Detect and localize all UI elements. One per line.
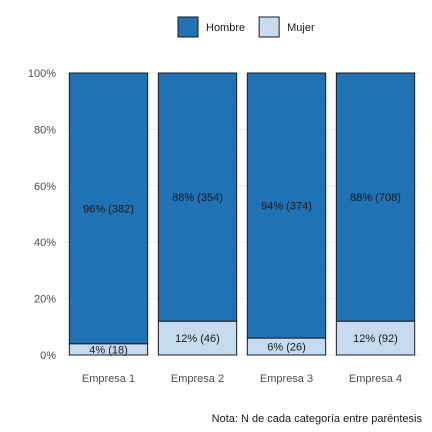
- x-tick-label: Empresa 1: [82, 373, 135, 385]
- bar-segment-hombre: [246, 72, 327, 339]
- y-tick-label: 0%: [40, 350, 56, 362]
- legend-label: Mujer: [287, 22, 315, 34]
- legend: Hombre Mujer: [177, 16, 315, 38]
- legend-key-hombre: [177, 16, 199, 38]
- legend-label: Hombre: [206, 22, 245, 34]
- bar-data-label: 88% (354): [172, 192, 223, 204]
- y-tick-label: 40%: [34, 237, 56, 249]
- bar-data-label: 96% (382): [83, 203, 134, 215]
- x-axis: Empresa 1 Empresa 2 Empresa 3 Empresa 4: [82, 373, 402, 385]
- bars: 4% (18) 96% (382) 12% (46) 88% (354) 6% (26)…: [68, 72, 416, 356]
- bar-segment-hombre: [335, 72, 416, 322]
- bar-data-label: 88% (708): [350, 192, 401, 204]
- y-tick-label: 60%: [34, 181, 56, 193]
- x-tick-label: Empresa 3: [260, 373, 313, 385]
- bar-segment-hombre: [68, 72, 149, 345]
- bar-data-label: 94% (374): [261, 201, 312, 213]
- y-tick-label: 100%: [28, 68, 56, 80]
- x-tick-label: Empresa 2: [171, 373, 224, 385]
- chart-caption: Nota: N de cada categoría entre paréntes…: [212, 413, 423, 425]
- legend-key-mujer: [258, 16, 280, 38]
- bar-segment-hombre: [157, 72, 238, 322]
- y-axis: 0% 20% 40% 60% 80% 100%: [28, 68, 56, 362]
- bar-data-label: 4% (18): [89, 344, 128, 356]
- bar-data-label: 6% (26): [267, 342, 306, 354]
- y-tick-label: 20%: [34, 294, 56, 306]
- x-tick-label: Empresa 4: [349, 373, 402, 385]
- y-tick-label: 80%: [34, 124, 56, 136]
- bar-data-label: 12% (46): [175, 333, 220, 345]
- bar-data-label: 12% (92): [353, 333, 398, 345]
